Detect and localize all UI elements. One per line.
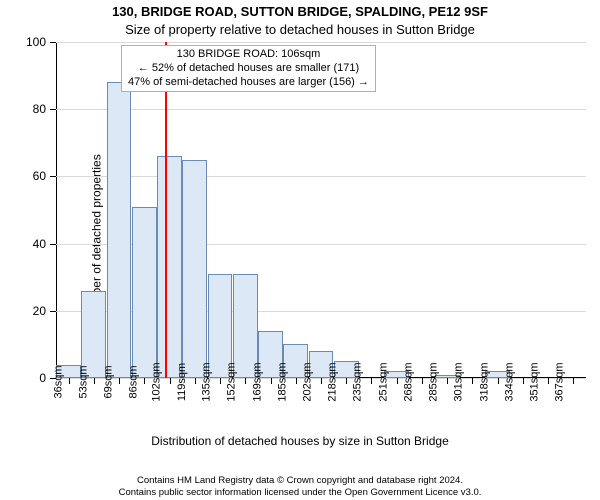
annotation-line: 130 BRIDGE ROAD: 106sqm [128,48,369,62]
x-tick-mark [321,378,322,384]
x-tick-label: 69sqm [103,365,115,398]
x-tick-label: 268sqm [402,362,414,401]
x-tick-mark [220,378,221,384]
x-axis-label: Distribution of detached houses by size … [0,434,600,448]
x-tick-label: 185sqm [276,362,288,401]
x-tick-label: 169sqm [251,362,263,401]
x-tick-label: 367sqm [554,362,566,401]
gridline [56,42,586,43]
x-tick-mark [371,378,372,384]
y-tick-label: 80 [33,102,46,116]
annotation-line: 47% of semi-detached houses are larger (… [128,76,369,90]
histogram-bar [107,82,132,378]
histogram-bar [157,156,182,378]
x-tick-mark [498,378,499,384]
x-tick-label: 119sqm [176,363,188,401]
gridline [56,176,586,177]
y-tick-mark [50,176,56,177]
annotation-box: 130 BRIDGE ROAD: 106sqm← 52% of detached… [121,45,376,92]
gridline [56,109,586,110]
x-tick-label: 235sqm [352,362,364,401]
plot-area: 02040608010036sqm53sqm69sqm86sqm102sqm11… [56,42,586,378]
x-tick-label: 351sqm [529,362,541,401]
x-tick-label: 86sqm [128,365,140,398]
y-tick-label: 60 [33,169,46,183]
reference-line [165,42,167,378]
x-tick-label: 251sqm [377,362,389,401]
x-tick-label: 53sqm [77,365,89,398]
x-tick-label: 152sqm [226,362,238,401]
x-tick-label: 301sqm [453,362,465,401]
x-tick-mark [472,378,473,384]
y-tick-mark [50,244,56,245]
x-tick-mark [447,378,448,384]
y-axis [56,42,57,378]
x-tick-label: 218sqm [327,362,339,401]
x-tick-mark [271,378,272,384]
x-tick-mark [523,378,524,384]
chart-title-line2: Size of property relative to detached ho… [0,22,600,37]
footer: Contains HM Land Registry data © Crown c… [0,475,600,498]
histogram-bar [132,207,157,378]
x-tick-mark [573,378,574,384]
x-tick-label: 102sqm [150,362,162,401]
y-tick-mark [50,109,56,110]
x-tick-mark [296,378,297,384]
x-tick-mark [548,378,549,384]
x-tick-mark [170,378,171,384]
x-tick-mark [397,378,398,384]
x-tick-mark [94,378,95,384]
footer-line2: Contains public sector information licen… [0,487,600,498]
x-tick-mark [195,378,196,384]
x-tick-label: 334sqm [503,362,515,401]
x-tick-mark [144,378,145,384]
annotation-line: ← 52% of detached houses are smaller (17… [128,62,369,76]
x-tick-mark [245,378,246,384]
footer-line1: Contains HM Land Registry data © Crown c… [0,475,600,486]
x-tick-label: 135sqm [200,362,212,401]
x-tick-mark [119,378,120,384]
chart-title-line1: 130, BRIDGE ROAD, SUTTON BRIDGE, SPALDIN… [0,4,600,19]
y-tick-label: 40 [33,237,46,251]
y-tick-mark [50,311,56,312]
x-tick-mark [69,378,70,384]
x-tick-mark [422,378,423,384]
x-tick-label: 285sqm [428,362,440,401]
y-tick-mark [50,42,56,43]
y-tick-label: 20 [33,304,46,318]
x-tick-label: 318sqm [478,362,490,401]
x-tick-mark [346,378,347,384]
y-tick-label: 100 [26,35,46,49]
histogram-bar [182,160,207,378]
y-tick-label: 0 [39,371,46,385]
x-tick-label: 202sqm [301,362,313,401]
x-tick-label: 36sqm [52,365,64,398]
